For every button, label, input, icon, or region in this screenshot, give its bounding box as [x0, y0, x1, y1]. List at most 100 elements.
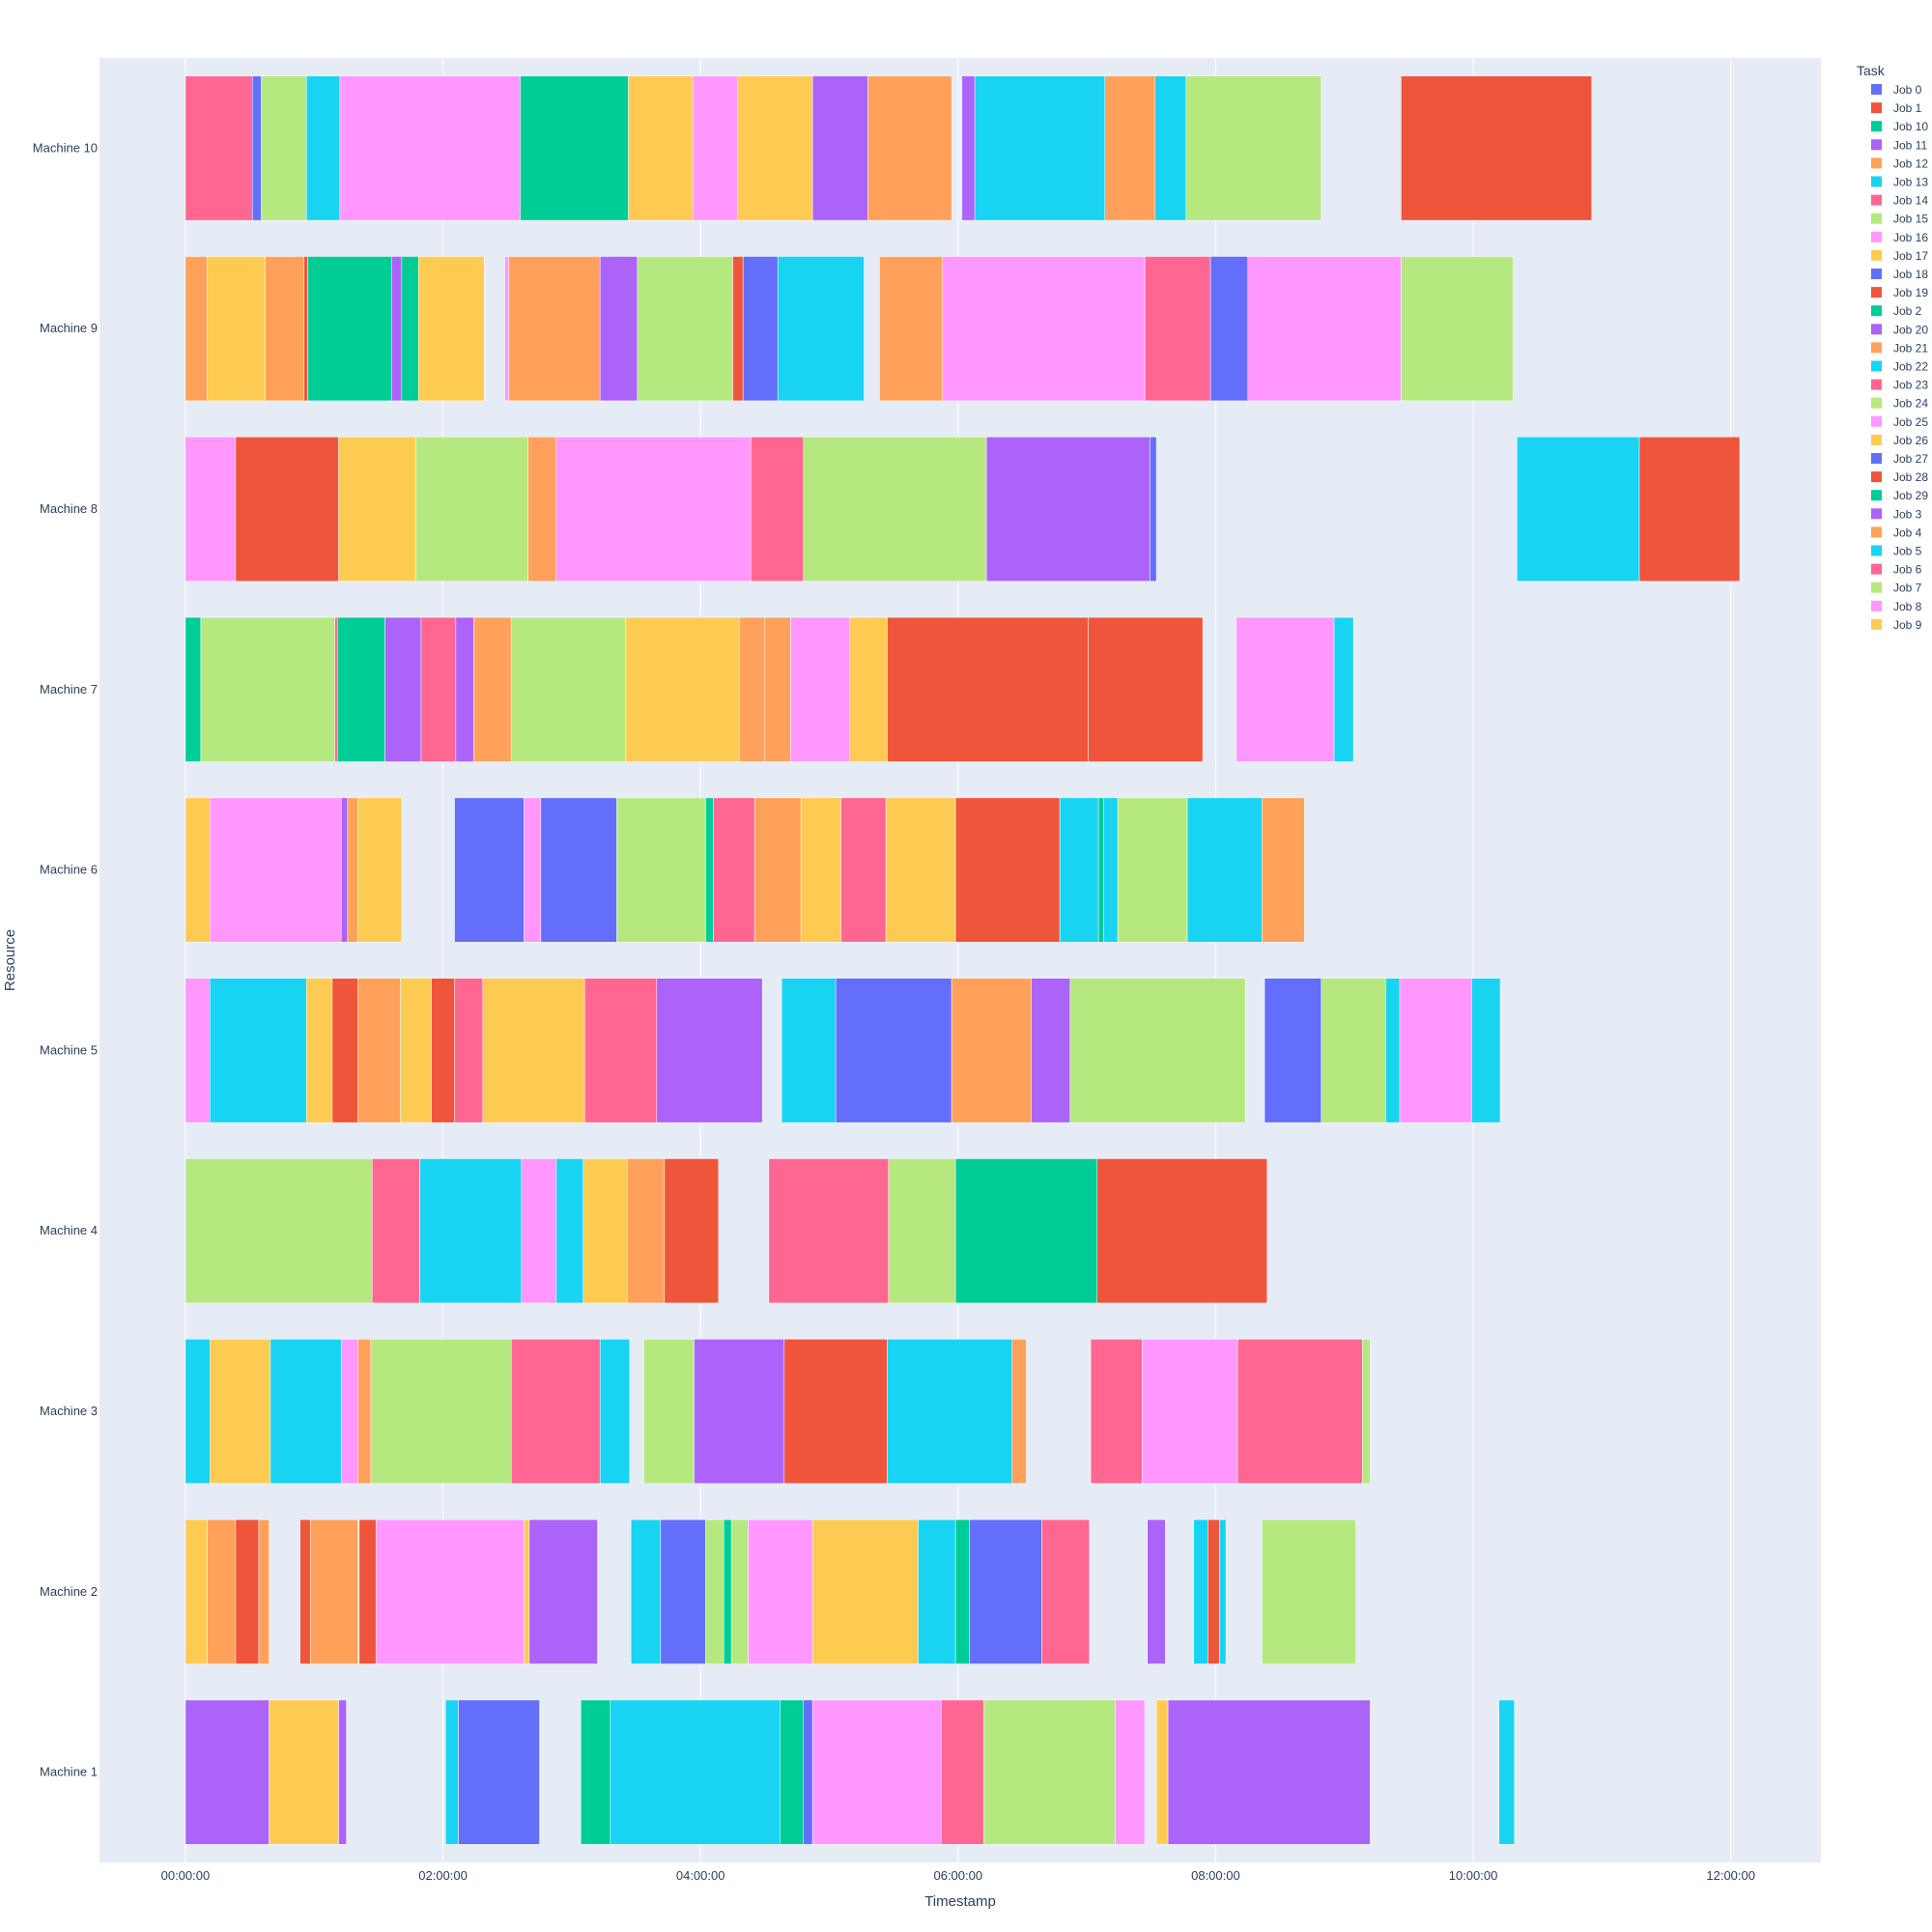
- x-axis-ticks: 00:00:00 02:00:00 04:00:00 06:00:00 08:00:00…: [161, 1868, 1755, 1883]
- task-bar: Job 1: [732, 256, 744, 402]
- legend-swatch: [1871, 287, 1882, 298]
- task-bar: Job 26: [338, 437, 416, 582]
- legend-label: Job 11: [1893, 138, 1927, 152]
- y-tick-label: Machine 8: [40, 501, 98, 516]
- task-bar: Job 12: [1104, 75, 1156, 221]
- task-bar: Job 24: [1185, 75, 1322, 221]
- task-bar: Job 5: [185, 1339, 211, 1484]
- legend-label: Job 10: [1893, 120, 1928, 133]
- y-axis-title: Resource: [2, 929, 18, 991]
- task-bar: Job 13: [1103, 797, 1119, 943]
- y-tick-label: Machine 9: [40, 321, 98, 335]
- task-bar: Job 23: [1041, 1519, 1091, 1664]
- task-bar: Job 19: [303, 256, 308, 402]
- x-tick-label: 02:00:00: [418, 1868, 468, 1883]
- task-bar: Job 25: [555, 437, 752, 582]
- legend-label: Job 6: [1893, 563, 1922, 577]
- task-bar: Job 26: [625, 616, 740, 762]
- task-bar: Job 19: [783, 1339, 888, 1484]
- legend-swatch: [1871, 231, 1882, 242]
- task-bar: Job 1: [331, 978, 358, 1123]
- legend-label: Job 5: [1893, 545, 1922, 558]
- task-bar: Job 1: [1096, 1158, 1268, 1304]
- legend-label: Job 22: [1893, 360, 1928, 374]
- legend-swatch: [1871, 84, 1882, 95]
- legend-label: Job 0: [1893, 83, 1922, 97]
- task-bar: Job 21: [879, 256, 944, 402]
- y-axis-ticks: Machine 1 Machine 2 Machine 3 Machine 4 Mach…: [33, 140, 98, 1778]
- task-bar: Job 14: [185, 75, 253, 221]
- y-tick-label: Machine 3: [40, 1404, 98, 1418]
- task-bar: Job 2: [1097, 797, 1104, 943]
- task-bar: Job 8: [504, 256, 509, 402]
- task-bar: Job 29: [307, 256, 392, 402]
- task-bar: Job 25: [1142, 1339, 1238, 1484]
- task-bar: Job 11: [390, 256, 403, 402]
- legend-label: Job 15: [1893, 213, 1928, 226]
- task-bar: Job 1: [358, 1519, 377, 1664]
- task-bar: Job 21: [357, 1339, 372, 1484]
- task-bar: Job 5: [419, 1158, 523, 1304]
- legend-swatch: [1871, 305, 1882, 317]
- task-bar: Job 22: [1193, 1519, 1208, 1664]
- task-bar: Job 21: [347, 797, 358, 943]
- task-bar: Job 24: [637, 256, 733, 402]
- task-bar: Job 27: [1209, 256, 1248, 402]
- task-bar: Job 17: [800, 797, 841, 943]
- task-bar: Job 4: [258, 1519, 270, 1664]
- x-tick-label: 12:00:00: [1706, 1868, 1755, 1883]
- task-bar: Job 24: [510, 616, 627, 762]
- task-bars: Job 3 Job 17 Job 11 Job 13 Job 27 Job 10 Job 2…: [185, 75, 1741, 1845]
- legend-swatch: [1871, 490, 1882, 501]
- task-bar: Job 15: [730, 1519, 749, 1664]
- task-bar: Job 7: [200, 616, 335, 762]
- task-bar: Job 4: [508, 256, 601, 402]
- task-bar: Job 6: [334, 616, 338, 762]
- task-bar: Job 15: [1117, 797, 1188, 943]
- task-bar: Job 6: [583, 978, 658, 1123]
- task-bar: Job 22: [781, 978, 837, 1123]
- task-bar: Job 7: [185, 1158, 373, 1304]
- legend-label: Job 25: [1893, 415, 1928, 429]
- task-bar: Job 3: [185, 1699, 270, 1845]
- y-tick-label: Machine 7: [40, 682, 98, 696]
- legend-swatch: [1871, 453, 1882, 464]
- task-bar: Job 6: [371, 1158, 420, 1304]
- task-bar: Job 22: [1517, 437, 1640, 582]
- task-bar: Job 13: [599, 1339, 631, 1484]
- task-bar: Job 24: [1262, 1519, 1356, 1664]
- legend-label: Job 27: [1893, 452, 1928, 466]
- task-bar: Job 11: [1147, 1519, 1166, 1664]
- task-bar: Job 15: [616, 797, 706, 943]
- task-bar: Job 14: [1090, 1339, 1143, 1484]
- task-bar: Job 19: [235, 1519, 260, 1664]
- task-bar: Job 9: [1155, 1699, 1169, 1845]
- task-bar: Job 3: [656, 978, 763, 1123]
- task-bar: Job 3: [599, 256, 639, 402]
- task-bar: Job 1: [954, 797, 1061, 943]
- task-bar: Job 9: [582, 1158, 628, 1304]
- task-bar: Job 22: [555, 1158, 584, 1304]
- task-bar: Job 27: [454, 797, 525, 943]
- task-bar: Job 29: [185, 616, 202, 762]
- task-bar: Job 16: [340, 1339, 358, 1484]
- task-bar: Job 4: [265, 256, 304, 402]
- legend-label: Job 9: [1893, 618, 1922, 632]
- legend-label: Job 4: [1893, 526, 1922, 539]
- legend-swatch: [1871, 526, 1882, 538]
- task-bar: Job 2: [401, 256, 419, 402]
- task-bar: Job 10: [954, 1519, 971, 1664]
- task-bar: Job 22: [610, 1699, 781, 1845]
- legend-label: Job 28: [1893, 470, 1928, 484]
- legend-label: Job 7: [1893, 582, 1922, 595]
- task-bar: Job 23: [420, 616, 457, 762]
- task-bar: Job 23: [768, 1158, 890, 1304]
- legend-swatch: [1871, 102, 1882, 114]
- legend-label: Job 26: [1893, 434, 1928, 447]
- legend-swatch: [1871, 379, 1882, 390]
- legend-label: Job 13: [1893, 176, 1928, 189]
- legend-swatch: [1871, 563, 1882, 575]
- task-bar: Job 15: [261, 75, 307, 221]
- task-bar: Job 9: [357, 797, 403, 943]
- task-bar: Job 18: [540, 797, 617, 943]
